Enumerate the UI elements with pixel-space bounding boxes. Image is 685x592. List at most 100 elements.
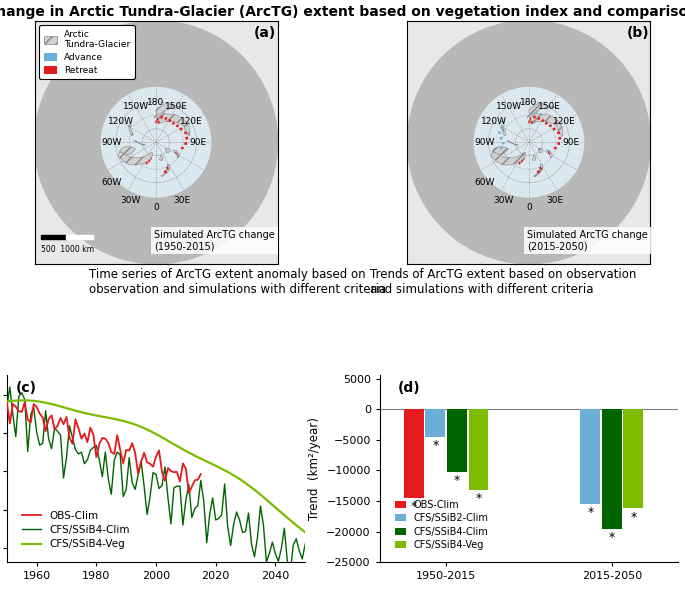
CFS/SSiB4-Clim [5,384,14,391]
Polygon shape [119,146,136,155]
Polygon shape [173,150,179,158]
Bar [623,409,643,509]
Text: (a): (a) [254,26,277,40]
Text: 150W: 150W [123,102,149,111]
CFS/SSiB4-Veg [27,397,35,404]
OBS-Clim [155,447,163,454]
Text: 30E: 30E [546,197,563,205]
Text: 0: 0 [526,203,532,213]
Polygon shape [552,127,556,131]
Text: Change in Arctic Tundra-Glacier (ArcTG) extent based on vegetation index and com: Change in Arctic Tundra-Glacier (ArcTG) … [0,5,685,19]
Polygon shape [531,121,533,124]
Line: CFS/SSiB4-Veg: CFS/SSiB4-Veg [7,400,306,532]
Text: *: * [609,531,615,544]
Polygon shape [527,115,529,118]
Text: *: * [587,506,593,519]
Polygon shape [499,137,502,139]
Polygon shape [519,162,521,165]
Polygon shape [164,170,167,173]
OBS-Clim [51,426,59,433]
CFS/SSiB4-Clim [143,511,151,518]
Polygon shape [155,121,157,123]
CFS/SSiB4-Clim [185,481,193,488]
Polygon shape [181,147,184,150]
CFS/SSiB4-Veg [301,529,310,536]
Polygon shape [549,124,552,127]
Text: 180: 180 [521,98,538,107]
CFS/SSiB4-Veg [143,426,151,433]
Polygon shape [408,21,651,263]
Polygon shape [501,120,504,123]
Polygon shape [558,137,561,140]
Bar [469,409,488,490]
Polygon shape [530,118,531,121]
Line: CFS/SSiB4-Clim: CFS/SSiB4-Clim [7,387,306,572]
Text: 120W: 120W [481,117,507,126]
Text: 500  1000 km: 500 1000 km [41,246,94,255]
Bar [580,409,600,504]
Line: OBS-Clim: OBS-Clim [7,403,201,493]
Text: 120W: 120W [108,117,134,126]
Polygon shape [164,117,167,120]
Polygon shape [172,121,175,125]
Polygon shape [158,121,160,124]
Polygon shape [185,137,188,140]
Polygon shape [529,103,558,115]
Text: 0: 0 [153,203,159,213]
CFS/SSiB4-Clim [301,540,310,548]
Polygon shape [166,166,169,170]
Polygon shape [145,162,148,165]
CFS/SSiB4-Clim [3,404,11,411]
Polygon shape [529,114,563,136]
Text: Simulated ArcTG change
(2015-2050): Simulated ArcTG change (2015-2050) [527,230,648,252]
Polygon shape [129,125,133,136]
Legend: OBS-Clim, CFS/SSiB2-Clim, CFS/SSiB4-Clim, CFS/SSiB4-Veg: OBS-Clim, CFS/SSiB2-Clim, CFS/SSiB4-Clim… [390,496,493,554]
Bar [404,409,424,498]
Polygon shape [538,148,543,153]
Text: 150E: 150E [538,102,561,111]
OBS-Clim [86,424,95,431]
Text: 90E: 90E [190,138,207,147]
Polygon shape [537,117,540,120]
CFS/SSiB4-Clim [286,569,295,576]
Polygon shape [502,142,505,144]
Text: 90E: 90E [563,138,580,147]
Polygon shape [493,146,508,155]
CFS/SSiB4-Veg [185,449,193,456]
Polygon shape [156,114,190,136]
CFS/SSiB4-Veg [3,398,11,405]
Polygon shape [529,108,539,118]
OBS-Clim [62,413,71,420]
OBS-Clim [18,408,26,416]
Polygon shape [521,160,523,163]
Polygon shape [157,118,158,121]
Polygon shape [159,155,163,160]
Polygon shape [541,119,545,123]
Polygon shape [160,115,163,119]
Text: *: * [432,439,438,452]
Text: (c): (c) [16,381,37,395]
Text: 30E: 30E [173,197,190,205]
Bar [447,409,466,472]
Polygon shape [546,150,552,158]
Polygon shape [532,155,536,160]
Polygon shape [508,140,519,145]
Polygon shape [539,166,542,170]
CFS/SSiB4-Clim [80,460,88,467]
Polygon shape [557,142,560,145]
CFS/SSiB4-Clim [214,515,223,522]
Polygon shape [501,125,506,136]
OBS-Clim [197,471,205,478]
Polygon shape [500,147,503,149]
Text: *: * [410,500,417,513]
OBS-Clim [185,490,193,497]
Polygon shape [498,131,501,134]
Text: 120E: 120E [553,117,575,126]
Polygon shape [528,121,530,123]
OBS-Clim [182,465,190,472]
Polygon shape [534,163,543,177]
Text: (b): (b) [627,26,649,40]
Legend: Arctic
Tundra-Glacier, Advance, Retreat: Arctic Tundra-Glacier, Advance, Retreat [39,25,135,79]
Polygon shape [184,131,187,134]
Polygon shape [165,148,170,153]
